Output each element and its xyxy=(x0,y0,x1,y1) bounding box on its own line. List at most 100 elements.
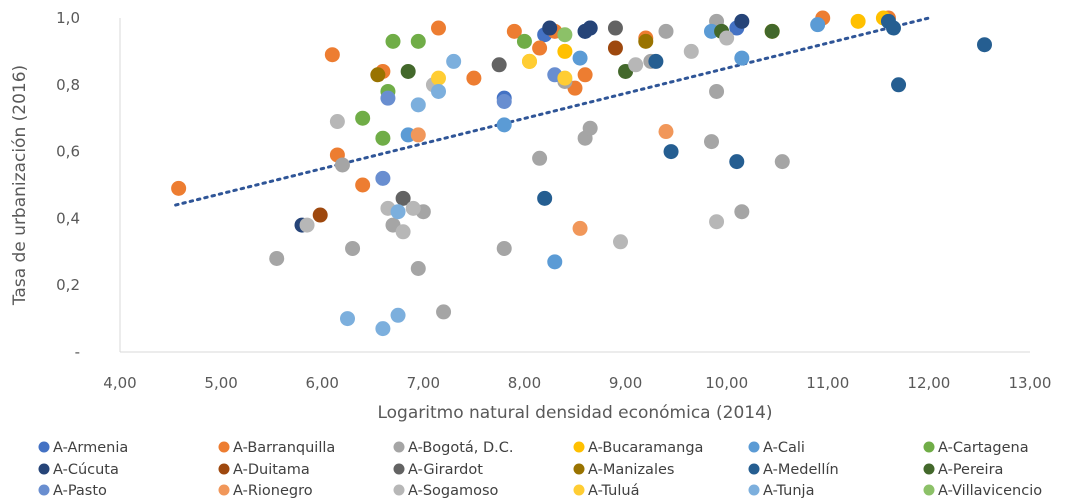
legend-label: A-Medellín xyxy=(763,462,839,478)
data-point xyxy=(557,70,573,86)
legend-item: A-Pasto xyxy=(38,483,107,499)
legend-item: A-Cartagena xyxy=(923,440,1029,456)
x-tick-label: 12,00 xyxy=(907,374,950,392)
data-points xyxy=(171,10,992,337)
data-point xyxy=(324,47,340,63)
y-tick-label: 0,2 xyxy=(56,276,80,294)
data-point xyxy=(577,67,593,83)
x-tick-label: 6,00 xyxy=(306,374,339,392)
legend-item: A-Armenia xyxy=(38,440,128,456)
legend-label: A-Duitama xyxy=(233,462,310,478)
y-tick-label: 0,4 xyxy=(56,209,80,227)
data-point xyxy=(410,127,426,143)
x-tick-label: 13,00 xyxy=(1009,374,1052,392)
data-point xyxy=(810,17,826,33)
data-point xyxy=(390,307,406,323)
data-point xyxy=(410,33,426,49)
data-point xyxy=(491,57,507,73)
data-point xyxy=(496,117,512,133)
legend-label: A-Sogamoso xyxy=(408,483,499,499)
data-point xyxy=(410,261,426,276)
data-point xyxy=(431,70,446,86)
legend: A-Armenia A-Barranquilla A-Bogotá, D.C. A-B… xyxy=(38,440,1042,499)
data-point xyxy=(375,321,391,337)
legend-item: A-Cúcuta xyxy=(38,462,119,478)
data-point xyxy=(719,30,735,46)
y-tick-label: 0,6 xyxy=(56,143,80,161)
legend-label: A-Manizales xyxy=(588,462,674,478)
legend-marker xyxy=(573,441,585,453)
legend-item: A-Bucaramanga xyxy=(573,440,703,456)
data-point xyxy=(582,20,598,36)
y-tick-label: - xyxy=(75,343,80,361)
data-point xyxy=(522,53,537,69)
data-point xyxy=(431,83,446,99)
data-point xyxy=(572,220,588,236)
data-point xyxy=(613,234,628,250)
legend-item: A-Pereira xyxy=(923,462,1003,478)
data-point xyxy=(395,190,411,206)
data-point xyxy=(734,13,750,29)
legend-marker xyxy=(38,441,50,453)
data-point xyxy=(329,114,345,130)
legend-label: A-Cali xyxy=(763,440,805,456)
data-point xyxy=(410,97,426,113)
legend-label: A-Girardot xyxy=(408,462,483,478)
data-point xyxy=(658,23,674,39)
legend-item: A-Medellín xyxy=(748,462,839,478)
legend-marker xyxy=(748,484,760,496)
data-point xyxy=(628,57,644,73)
legend-item: A-Duitama xyxy=(218,462,310,478)
data-point xyxy=(370,67,386,83)
data-point xyxy=(683,43,699,59)
legend-marker xyxy=(393,463,405,475)
data-point xyxy=(709,214,725,230)
trendline xyxy=(174,16,931,207)
data-point xyxy=(436,304,452,320)
data-point xyxy=(709,83,725,99)
data-point xyxy=(375,170,391,186)
data-point xyxy=(400,63,416,79)
data-point xyxy=(312,207,328,223)
legend-label: A-Armenia xyxy=(53,440,128,456)
x-tick-label: 5,00 xyxy=(204,374,237,392)
data-point xyxy=(607,20,623,36)
legend-label: A-Pasto xyxy=(53,483,107,499)
data-point xyxy=(375,130,391,146)
data-point xyxy=(390,204,406,220)
data-point xyxy=(334,157,350,173)
data-point xyxy=(395,224,411,240)
legend-item: A-Tuluá xyxy=(573,483,639,499)
legend-item: A-Manizales xyxy=(573,462,674,478)
data-point xyxy=(764,23,780,39)
data-point xyxy=(638,33,654,49)
legend-marker xyxy=(573,484,585,496)
data-point xyxy=(850,13,866,29)
data-point xyxy=(516,33,532,49)
data-point xyxy=(496,240,512,256)
x-axis-title: Logaritmo natural densidad económica (20… xyxy=(377,403,772,423)
legend-item: A-Cali xyxy=(748,440,805,456)
x-tick-label: 9,00 xyxy=(609,374,642,392)
legend-marker xyxy=(38,484,50,496)
legend-marker xyxy=(218,463,230,475)
data-point xyxy=(542,20,558,36)
y-tick-label: 0,8 xyxy=(56,76,80,94)
data-point xyxy=(734,50,750,66)
legend-item: A-Rionegro xyxy=(218,483,313,499)
data-point xyxy=(537,190,553,206)
data-point xyxy=(704,134,719,150)
data-point xyxy=(269,250,285,266)
data-point xyxy=(557,27,573,43)
legend-item: A-Girardot xyxy=(393,462,483,478)
legend-label: A-Barranquilla xyxy=(233,440,335,456)
legend-marker xyxy=(748,463,760,475)
data-point xyxy=(663,144,679,160)
data-point xyxy=(355,177,371,193)
data-point xyxy=(547,254,563,270)
data-point xyxy=(774,154,790,170)
data-point xyxy=(572,50,588,66)
legend-marker xyxy=(218,484,230,496)
legend-marker xyxy=(38,463,50,475)
data-point xyxy=(340,311,355,327)
